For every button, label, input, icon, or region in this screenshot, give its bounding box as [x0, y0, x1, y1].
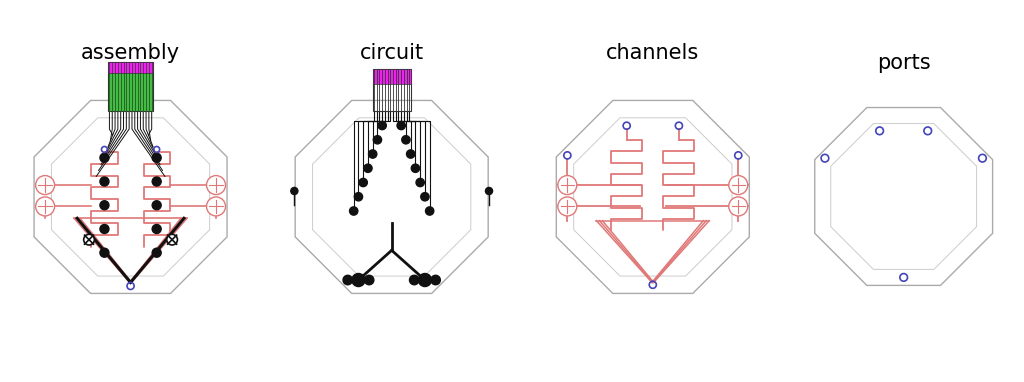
Circle shape	[100, 177, 109, 186]
Circle shape	[426, 207, 434, 215]
Title: assembly: assembly	[81, 42, 180, 63]
Bar	[373, 69, 411, 84]
Polygon shape	[556, 100, 750, 293]
Circle shape	[349, 207, 357, 215]
Circle shape	[354, 193, 362, 201]
Circle shape	[378, 121, 386, 129]
Circle shape	[431, 275, 440, 285]
Bar	[108, 62, 154, 111]
Circle shape	[153, 201, 161, 210]
Circle shape	[416, 178, 424, 187]
Polygon shape	[34, 100, 227, 293]
Circle shape	[410, 275, 419, 285]
Bar	[108, 62, 154, 73]
Circle shape	[374, 136, 382, 144]
Circle shape	[364, 164, 372, 172]
Circle shape	[207, 197, 225, 216]
Title: ports: ports	[877, 53, 931, 73]
Circle shape	[153, 177, 161, 186]
Circle shape	[729, 176, 748, 194]
Circle shape	[397, 121, 406, 129]
Circle shape	[100, 225, 109, 233]
Circle shape	[421, 193, 429, 201]
Circle shape	[365, 275, 374, 285]
Title: channels: channels	[606, 42, 699, 63]
Circle shape	[419, 274, 431, 286]
Circle shape	[36, 197, 54, 216]
Circle shape	[343, 275, 352, 285]
Circle shape	[100, 248, 109, 257]
Circle shape	[207, 176, 225, 194]
Polygon shape	[815, 108, 992, 285]
Circle shape	[729, 197, 748, 216]
Polygon shape	[295, 100, 488, 293]
Circle shape	[369, 150, 377, 158]
Circle shape	[291, 188, 298, 194]
Bar	[373, 69, 411, 111]
Circle shape	[401, 136, 410, 144]
Circle shape	[407, 150, 415, 158]
Circle shape	[153, 248, 161, 257]
Circle shape	[167, 234, 177, 245]
Circle shape	[100, 153, 109, 162]
Circle shape	[352, 274, 365, 286]
Circle shape	[359, 178, 368, 187]
Circle shape	[36, 176, 54, 194]
Title: circuit: circuit	[359, 42, 424, 63]
Circle shape	[558, 176, 577, 194]
Circle shape	[84, 234, 94, 245]
Circle shape	[558, 197, 577, 216]
Circle shape	[153, 225, 161, 233]
Circle shape	[100, 201, 109, 210]
Circle shape	[153, 153, 161, 162]
Circle shape	[485, 188, 493, 194]
Circle shape	[412, 164, 420, 172]
